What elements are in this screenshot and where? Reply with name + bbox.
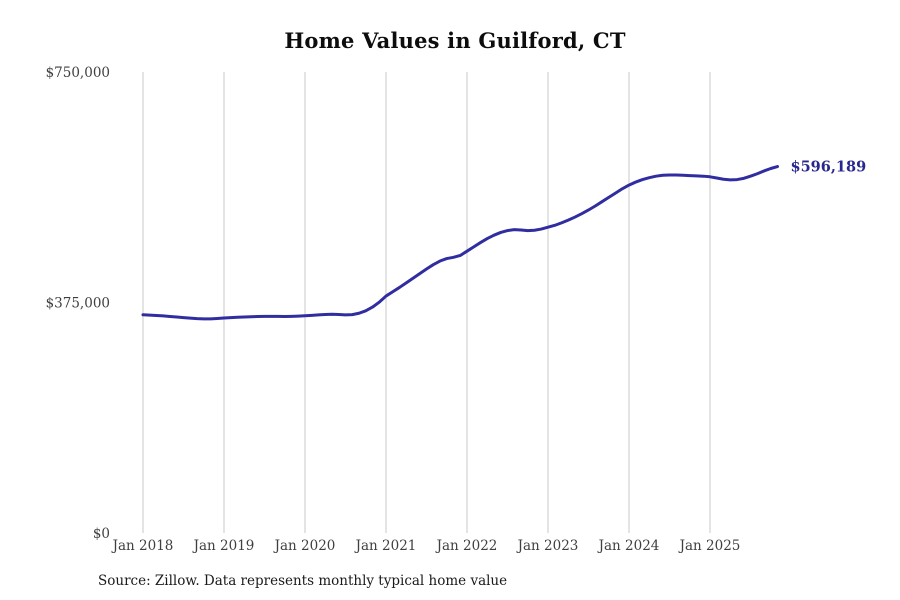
y-tick-label: $750,000 bbox=[46, 65, 110, 81]
x-tick-label: Jan 2023 bbox=[516, 538, 579, 554]
home-value-line bbox=[141, 165, 779, 321]
chart-title: Home Values in Guilford, CT bbox=[284, 28, 626, 53]
x-tick-label: Jan 2018 bbox=[111, 538, 174, 554]
y-tick-label: $0 bbox=[93, 526, 110, 542]
x-tick-label: Jan 2020 bbox=[273, 538, 336, 554]
x-tick-label: Jan 2025 bbox=[678, 538, 741, 554]
x-tick-label: Jan 2019 bbox=[192, 538, 255, 554]
source-note: Source: Zillow. Data represents monthly … bbox=[98, 573, 508, 589]
x-tick-label: Jan 2024 bbox=[597, 538, 660, 554]
x-tick-label: Jan 2021 bbox=[354, 538, 417, 554]
last-value-label: $596,189 bbox=[790, 158, 867, 176]
x-tick-label: Jan 2022 bbox=[435, 538, 498, 554]
y-tick-label: $375,000 bbox=[46, 296, 110, 312]
